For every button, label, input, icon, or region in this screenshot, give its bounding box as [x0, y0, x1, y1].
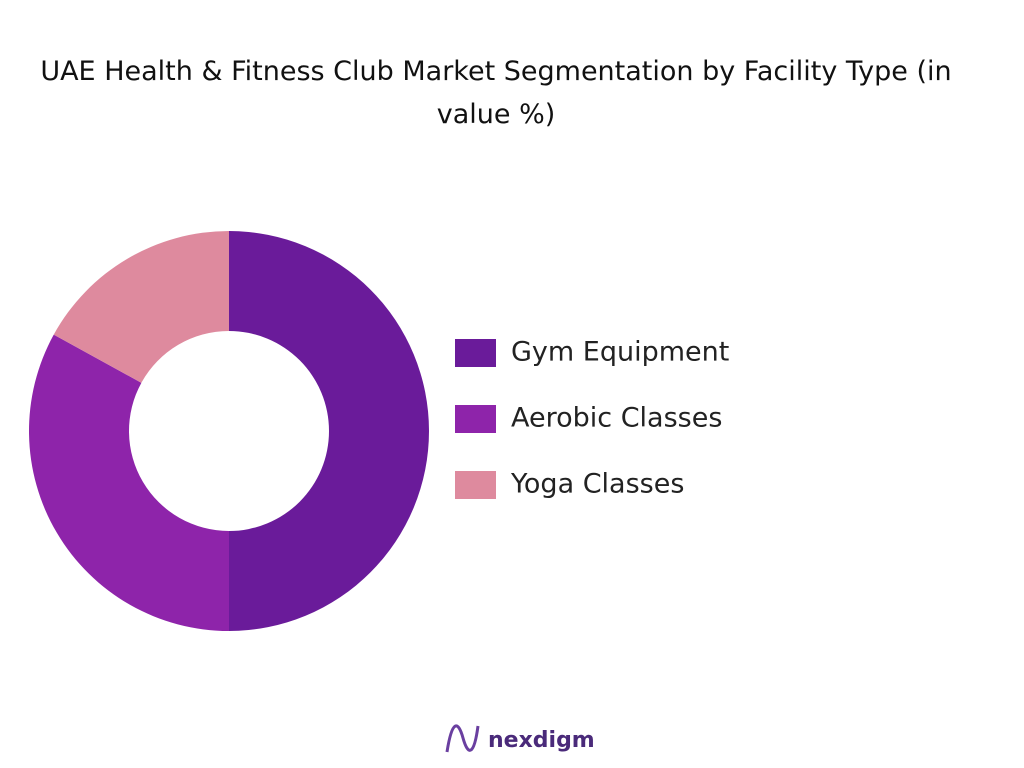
logo-wave: [445, 724, 480, 753]
legend-swatch: [455, 339, 496, 367]
legend-swatch: [455, 405, 496, 433]
legend-label: Aerobic Classes: [511, 403, 722, 434]
slice: [29, 334, 229, 631]
logo-icon: [445, 724, 480, 753]
legend-swatch: [455, 471, 496, 499]
slice: [229, 231, 429, 631]
legend-label: Gym Equipment: [511, 337, 729, 368]
brand-text: nexdigm: [488, 728, 595, 753]
legend-label: Yoga Classes: [510, 469, 684, 500]
slice: [53, 231, 229, 383]
chart-title: UAE Health & Fitness Club Market Segment…: [40, 56, 952, 130]
